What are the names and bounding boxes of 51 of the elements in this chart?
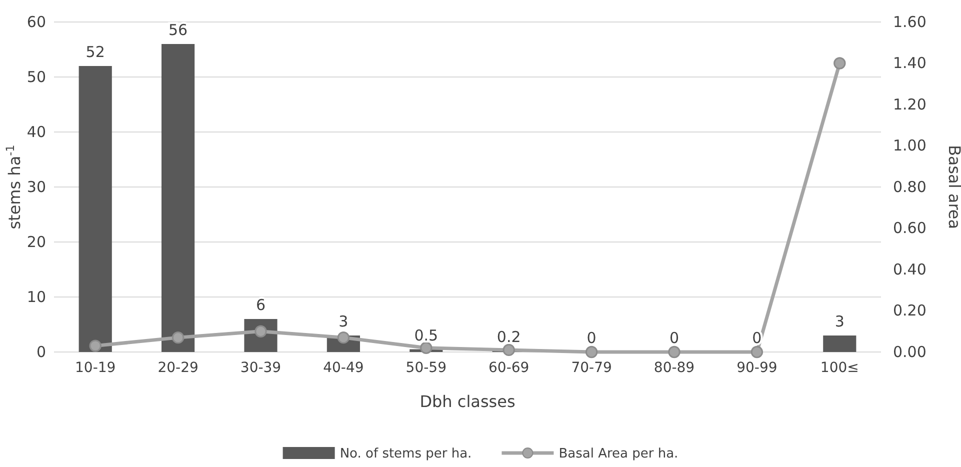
bar	[823, 336, 856, 352]
y2-tick-label: 0.20	[893, 302, 926, 320]
data-label: 0	[669, 329, 680, 347]
point	[750, 346, 764, 358]
data-label: 3	[338, 312, 348, 330]
data-label: 0.2	[496, 328, 521, 346]
point	[585, 346, 598, 358]
y-tick-label: 40	[26, 122, 46, 141]
y2-tick-label: 1.20	[893, 95, 926, 114]
y2-axis-title: Basal area	[945, 144, 961, 230]
x-tick-label: 50-59	[406, 360, 446, 376]
point	[89, 340, 102, 352]
y-tick-label: 10	[26, 288, 46, 306]
legend-label: Basal Area per ha.	[558, 446, 678, 462]
y-tick-label: 50	[26, 68, 46, 86]
y2-tick-label: 1.60	[893, 12, 926, 31]
x-tick-label: 20-29	[158, 360, 198, 376]
y-tick-label: 0	[36, 342, 46, 361]
y2-tick-label: 1.40	[893, 54, 926, 72]
y-tick-label: 30	[26, 178, 46, 196]
y2-tick-label: 0.00	[893, 342, 926, 361]
x-tick-label: 100≤	[820, 360, 859, 376]
x-axis-title: Dbh classes	[420, 392, 516, 411]
y2-tick-label: 1.00	[893, 136, 926, 155]
legend-label: No. of stems per ha.	[340, 446, 472, 462]
data-label: 52	[86, 43, 105, 61]
data-label: 0	[586, 329, 596, 347]
point	[420, 342, 432, 354]
x-tick-label: 10-19	[75, 360, 116, 376]
x-tick-label: 90-99	[736, 360, 778, 376]
data-label: 0.5	[414, 326, 438, 344]
data-label: 0	[752, 329, 762, 347]
y-tick-label: 20	[26, 232, 46, 251]
point	[834, 57, 846, 70]
point	[172, 331, 184, 344]
x-tick-label: 60-69	[488, 360, 530, 376]
data-label: 3	[834, 312, 844, 330]
y2-tick-label: 0.40	[893, 260, 926, 278]
bar	[78, 66, 112, 352]
x-tick-label: 30-39	[240, 360, 282, 376]
x-tick-label: 80-89	[654, 360, 695, 376]
y-tick-label: 60	[26, 12, 46, 31]
y2-tick-label: 0.60	[893, 219, 926, 238]
bar	[162, 44, 195, 352]
x-tick-label: 70-79	[571, 360, 612, 376]
y2-tick-label: 0.80	[893, 178, 926, 196]
data-label: 56	[168, 21, 188, 39]
point	[668, 346, 680, 358]
x-tick-label: 40-49	[323, 360, 364, 376]
data-label: 6	[256, 296, 266, 314]
point	[502, 344, 515, 356]
